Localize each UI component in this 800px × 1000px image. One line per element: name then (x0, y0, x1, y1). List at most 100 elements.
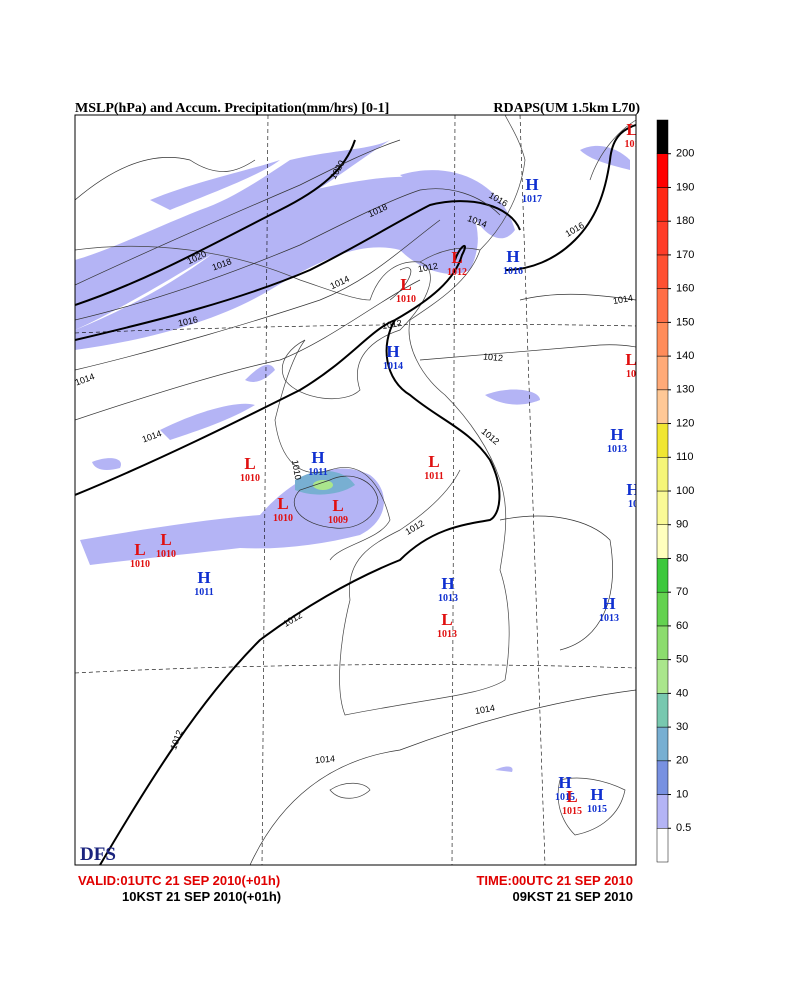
colorbar-label: 50 (676, 654, 688, 666)
center-value: 101 (625, 139, 640, 150)
colorbar-swatch (656, 220, 669, 256)
colorbar-label: 10 (676, 788, 688, 800)
colorbar-label: 150 (676, 316, 694, 328)
colorbar-label: 160 (676, 283, 694, 295)
center-value: 1015 (562, 806, 582, 817)
colorbar-swatch (656, 355, 669, 391)
center-value: 1011 (194, 587, 213, 598)
center-letter: H (506, 247, 519, 266)
isobar-label: 1012 (168, 729, 184, 751)
center-letter: L (134, 540, 145, 559)
center-letter: L (566, 787, 577, 806)
center-value: 1010 (273, 513, 293, 524)
isobar-label: 1010 (290, 459, 303, 480)
isobar-label: 1016 (177, 314, 199, 328)
center-value: 1013 (437, 629, 457, 640)
colorbar-label: 140 (676, 350, 694, 362)
colorbar-swatch (656, 760, 669, 795)
colorbar-label: 100 (676, 485, 694, 497)
center-value: 1017 (522, 194, 542, 205)
colorbar-swatch (656, 457, 669, 492)
center-value: 1016 (503, 266, 523, 277)
center-value: 1013 (438, 593, 458, 604)
center-letter: H (441, 574, 454, 593)
colorbar-label: 110 (676, 451, 694, 463)
colorbar-label: 40 (676, 687, 688, 699)
center-value: 1009 (328, 515, 348, 526)
title: MSLP(hPa) and Accum. Precipitation(mm/hr… (75, 101, 389, 116)
colorbar-swatch (656, 187, 669, 222)
isobar-label: 1012 (404, 518, 426, 537)
center-letter: L (428, 452, 439, 471)
colorbar-swatch (656, 322, 669, 357)
colorbar-label: 80 (676, 552, 688, 564)
isobar-label: 1016 (564, 220, 586, 239)
center-value: 10 (628, 499, 638, 510)
map-frame (74, 114, 637, 866)
center-letter: H (602, 594, 615, 613)
colorbar-swatch (656, 591, 669, 627)
isobars-minor (75, 139, 636, 865)
center-value: 1012 (447, 267, 467, 278)
center-value: 1010 (130, 559, 150, 570)
center-value: 1010 (396, 294, 416, 305)
valid-kst: 10KST 21 SEP 2010(+01h) (122, 889, 281, 904)
colorbar-label: 190 (676, 181, 694, 193)
colorbar-swatch (656, 625, 669, 660)
colorbar-swatch (656, 794, 669, 829)
center-letter: L (451, 248, 462, 267)
isobar-label: 1014 (474, 703, 495, 716)
center-letter: H (610, 425, 623, 444)
center-value: 10 (626, 369, 636, 380)
time-kst: 09KST 21 SEP 2010 (513, 889, 633, 904)
isobar-label: 1012 (417, 261, 438, 274)
center-letter: L (626, 120, 637, 139)
center-letter: H (525, 175, 538, 194)
isobar-label: 1014 (315, 754, 336, 766)
center-letter: L (625, 350, 636, 369)
colorbar-label: 90 (676, 519, 688, 531)
colorbar-label: 0.5 (676, 822, 691, 834)
colorbar-label: 200 (676, 148, 694, 160)
model: RDAPS(UM 1.5km L70) (493, 101, 640, 116)
center-letter: L (277, 494, 288, 513)
precip (75, 140, 630, 772)
isobar-label: 1012 (483, 352, 504, 364)
isobar-label: 1014 (74, 371, 96, 387)
colorbar-swatch (656, 524, 669, 559)
isobar-label: 1014 (612, 293, 633, 306)
colorbar-label: 180 (676, 215, 694, 227)
isobar-label: 1012 (480, 426, 502, 447)
colorbar-label: 170 (676, 249, 694, 261)
center-value: 1015 (555, 792, 575, 803)
colorbar-swatch (656, 490, 669, 525)
map: H1017H1016L1012L1010H1014H1013L1011H1011… (74, 115, 640, 865)
center-value: 1013 (599, 613, 619, 624)
center-letter: L (160, 530, 171, 549)
coastlines (75, 115, 636, 836)
valid-utc: VALID:01UTC 21 SEP 2010(+01h) (78, 873, 280, 888)
isobar-label: 1012 (381, 318, 402, 331)
colorbar-swatch (656, 558, 669, 593)
time-utc: TIME:00UTC 21 SEP 2010 (476, 873, 633, 888)
center-letter: H (311, 448, 324, 467)
center-letter: H (590, 785, 603, 804)
colorbar-label: 20 (676, 755, 688, 767)
colorbar-swatch (656, 659, 669, 694)
isobar-label: 1014 (141, 428, 163, 444)
colorbar-swatch (656, 153, 669, 188)
colorbar-swatch (656, 254, 669, 289)
center-letter: L (332, 496, 343, 515)
logo: DFS (80, 844, 116, 865)
colorbar-label: 60 (676, 620, 688, 632)
colorbar-label: 70 (676, 586, 688, 598)
colorbar-swatch (656, 828, 669, 863)
center-value: 1010 (240, 473, 260, 484)
graticule (75, 115, 636, 865)
center-letter: H (386, 342, 399, 361)
colorbar-swatch (656, 726, 669, 762)
center-letter: H (626, 480, 639, 499)
colorbar-swatch (656, 389, 669, 424)
center-value: 1015 (587, 804, 607, 815)
